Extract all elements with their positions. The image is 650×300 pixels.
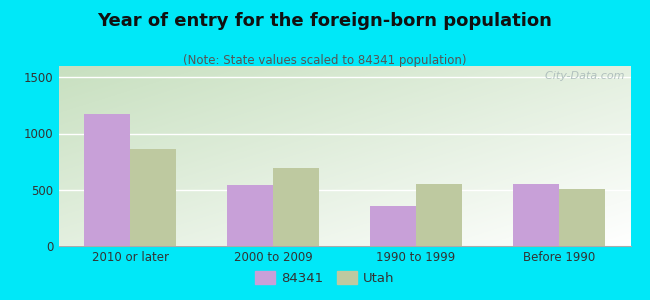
Text: (Note: State values scaled to 84341 population): (Note: State values scaled to 84341 popu…: [183, 54, 467, 67]
Bar: [273, 168, 318, 246]
Bar: [370, 206, 416, 246]
Text: City-Data.com: City-Data.com: [538, 71, 625, 81]
Bar: [227, 185, 273, 246]
Text: Year of entry for the foreign-born population: Year of entry for the foreign-born popul…: [98, 12, 552, 30]
Bar: [514, 184, 559, 246]
Bar: [84, 114, 130, 246]
Bar: [559, 189, 604, 246]
Bar: [416, 184, 462, 246]
Bar: [130, 149, 176, 246]
Legend: 84341, Utah: 84341, Utah: [250, 266, 400, 290]
